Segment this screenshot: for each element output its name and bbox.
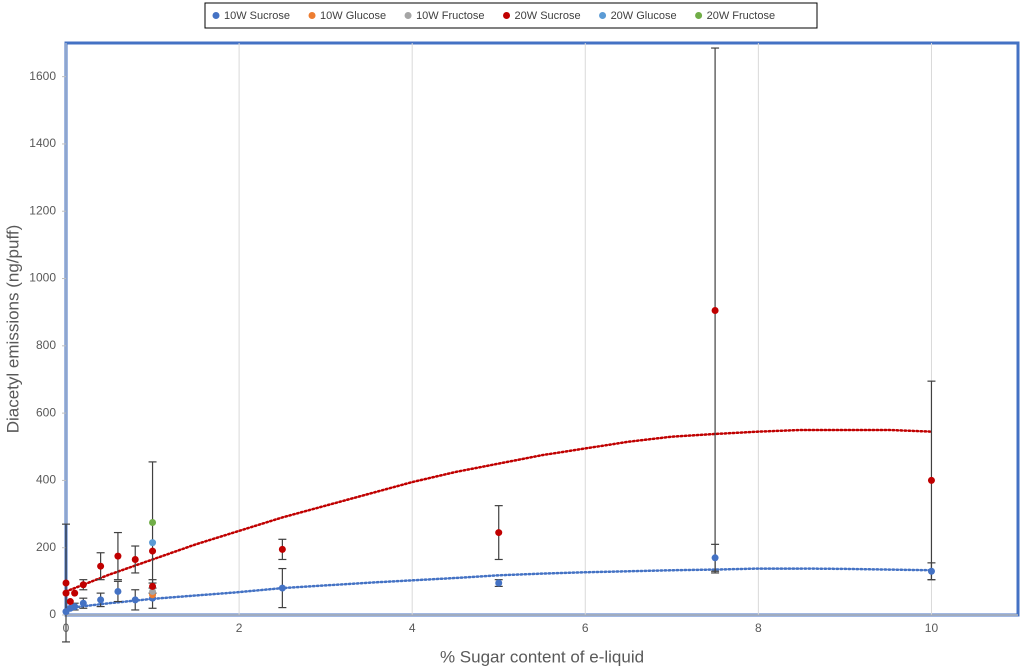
- data-point: [114, 587, 122, 595]
- data-point: [149, 587, 157, 595]
- legend-marker: [404, 12, 412, 19]
- data-point: [927, 567, 935, 575]
- data-point: [62, 579, 70, 587]
- data-point: [62, 589, 70, 597]
- x-tick-label: 4: [409, 621, 416, 635]
- y-tick-label: 800: [36, 338, 56, 352]
- legend-box: [204, 2, 818, 29]
- y-tick-label: 200: [36, 540, 56, 554]
- legend-label: 10W Glucose: [320, 10, 386, 22]
- data-point: [131, 596, 139, 604]
- y-tick-label: 1400: [29, 136, 56, 150]
- data-point: [149, 539, 157, 547]
- y-tick-label: 0: [49, 607, 56, 621]
- trendline: [64, 428, 933, 593]
- legend-label: 20W Glucose: [611, 10, 677, 22]
- legend-label: 10W Sucrose: [224, 10, 290, 22]
- data-point: [927, 476, 935, 484]
- data-point: [495, 579, 503, 587]
- x-tick-label: 2: [236, 621, 243, 635]
- y-tick-label: 1200: [29, 203, 56, 217]
- y-tick-label: 1600: [29, 69, 56, 83]
- legend-marker: [599, 12, 607, 19]
- legend-label: 10W Fructose: [416, 10, 484, 22]
- y-axis-title: Diacetyl emissions (ng/puff): [3, 225, 22, 434]
- legend-label: 20W Fructose: [707, 10, 775, 22]
- y-tick-label: 400: [36, 473, 56, 487]
- data-point: [71, 603, 79, 611]
- y-tick-label: 1000: [29, 271, 56, 285]
- x-tick-label: 0: [63, 621, 70, 635]
- plot-area: [62, 43, 1018, 643]
- plot-frame: [64, 41, 1020, 617]
- data-point: [711, 306, 719, 314]
- legend-label: 20W Sucrose: [515, 10, 581, 22]
- x-tick-label: 8: [755, 621, 762, 635]
- legend-marker: [695, 12, 703, 19]
- data-point: [278, 545, 286, 553]
- y-tick-label: 600: [36, 405, 56, 419]
- data-point: [278, 584, 286, 592]
- data-point: [97, 562, 105, 570]
- data-point: [79, 581, 87, 589]
- legend: 10W Sucrose 10W Glucose 10W Fructose 20W Su…: [212, 10, 775, 22]
- x-tick-label: 10: [925, 621, 939, 635]
- x-axis-title: % Sugar content of e-liquid: [440, 647, 644, 666]
- data-point: [149, 547, 157, 555]
- data-point: [79, 599, 87, 607]
- data-point: [97, 596, 105, 604]
- data-point: [71, 589, 79, 597]
- legend-marker: [212, 12, 220, 19]
- data-point: [495, 529, 503, 537]
- x-tick-label: 6: [582, 621, 589, 635]
- legend-marker: [503, 12, 511, 19]
- legend-marker: [308, 12, 316, 19]
- data-point: [131, 555, 139, 563]
- data-point: [66, 598, 74, 606]
- data-point: [114, 552, 122, 560]
- data-point: [149, 582, 157, 590]
- data-point: [711, 554, 719, 562]
- trendline: [64, 567, 933, 610]
- data-point: [149, 518, 157, 526]
